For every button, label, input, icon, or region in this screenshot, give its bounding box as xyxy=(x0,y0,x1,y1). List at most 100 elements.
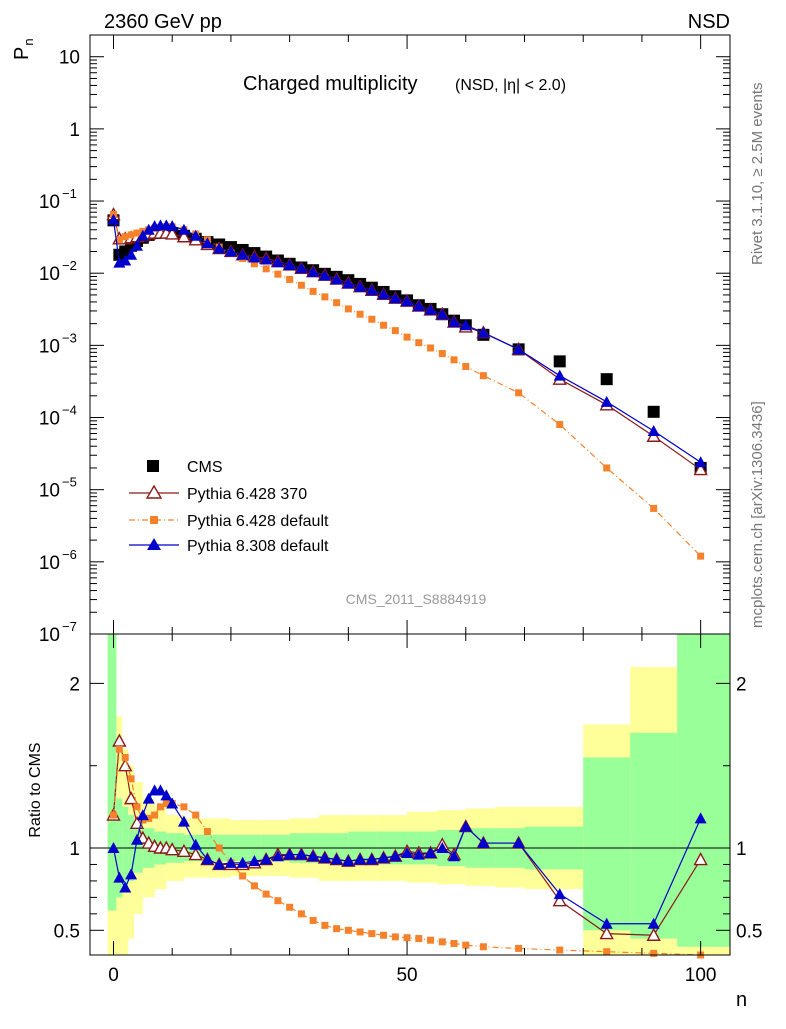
top-ytick-exp--6: −6 xyxy=(62,547,77,562)
top-point-p6_def-35 xyxy=(462,362,470,370)
top-point-p8-28 xyxy=(377,288,390,300)
legend-label-p8: Pythia 8.308 default xyxy=(187,538,329,555)
top-point-p8-30 xyxy=(401,295,414,307)
ratio-point-p6_def-17 xyxy=(250,882,258,890)
top-ytick-exp--2: −2 xyxy=(62,258,77,273)
ratio-point-p6_def-32 xyxy=(427,936,435,944)
ratio-point-p6_370-11 xyxy=(176,843,192,857)
ratio-point-p8-1 xyxy=(113,871,126,883)
watermark: CMS_2011_S8884919 xyxy=(346,591,487,607)
top-point-p6_def-19 xyxy=(274,270,282,278)
ratio-point-p8-15 xyxy=(224,856,237,868)
top-point-p8-32 xyxy=(424,303,437,315)
top-point-p8-27 xyxy=(365,284,378,296)
ratio-point-p8-9 xyxy=(160,789,173,801)
top-point-p6_def-21 xyxy=(297,281,305,289)
top-point-p8-12 xyxy=(189,229,202,241)
ratio-point-p6_def-14 xyxy=(215,844,223,852)
ratio-point-p8-11 xyxy=(177,815,190,827)
ratio-point-p6_def-11 xyxy=(180,803,188,811)
ratio-point-p6_370-12 xyxy=(188,847,203,861)
ratio-point-p8-28 xyxy=(377,851,390,863)
ratio-point-p8-33 xyxy=(436,842,449,853)
top-point-p6_def-40 xyxy=(650,504,658,512)
top-point-p8-29 xyxy=(389,292,402,304)
top-point-p6_def-41 xyxy=(697,552,705,560)
top-point-p8-24 xyxy=(330,273,343,285)
top-point-p8-36 xyxy=(477,326,490,338)
ratio-point-p8-24 xyxy=(330,853,343,865)
ratio-point-p6_def-8 xyxy=(156,803,164,811)
ratio-point-p6_def-29 xyxy=(391,933,399,941)
ratio-point-p6_def-36 xyxy=(479,943,487,951)
ratio-point-p6_def-39 xyxy=(603,948,611,956)
top-point-p6_370-41 xyxy=(693,462,708,476)
top-ytick-label--3: 10 xyxy=(39,336,60,357)
ratio-point-p8-25 xyxy=(342,855,355,867)
ratio-point-p6_def-37 xyxy=(515,944,523,952)
top-point-p6_def-25 xyxy=(344,305,352,313)
ratio-point-p6_370-3 xyxy=(123,791,139,805)
top-point-p8-0 xyxy=(107,213,120,225)
top-ytick-label-0: 1 xyxy=(69,120,80,141)
ratio-point-p6_def-23 xyxy=(321,921,329,929)
band-inner-0 xyxy=(107,634,117,911)
ratio-point-p8-29 xyxy=(389,850,402,862)
top-point-p6_def-4 xyxy=(133,229,141,237)
ratio-point-p8-2 xyxy=(119,881,132,893)
mcplots-label: mcplots.cern.ch [arXiv:1306.3436] xyxy=(749,401,766,628)
top-point-p6_def-20 xyxy=(286,275,294,283)
ratio-point-p6_def-13 xyxy=(203,828,211,836)
ratio-point-p6_def-12 xyxy=(192,811,200,819)
ratio-point-p6_def-28 xyxy=(380,931,388,939)
top-ytick-exp--5: −5 xyxy=(62,475,77,490)
top-point-p6_def-31 xyxy=(415,339,423,347)
top-point-p8-17 xyxy=(248,251,261,263)
top-panel-marks xyxy=(106,207,708,560)
top-line-p6_def xyxy=(112,214,702,557)
ratio-point-p8-35 xyxy=(459,820,472,832)
top-ytick-exp--7: −7 xyxy=(62,619,77,634)
top-point-p8-38 xyxy=(553,369,566,381)
ratio-point-p6_370-10 xyxy=(165,842,180,856)
ratio-point-p6_def-3 xyxy=(127,775,135,783)
xtick-label-0: 0 xyxy=(108,965,119,986)
top-point-p8-34 xyxy=(448,316,461,328)
header-left: 2360 GeV pp xyxy=(104,11,222,33)
ratio-point-p8-41 xyxy=(694,812,707,824)
ratio-point-p6_def-18 xyxy=(262,890,270,898)
ratio-point-p6_def-30 xyxy=(403,934,411,942)
bottom-frame xyxy=(89,633,731,956)
top-point-p6_370-11 xyxy=(176,229,192,243)
top-point-p6_370-10 xyxy=(165,226,180,240)
top-point-p6_def-29 xyxy=(391,327,399,335)
top-point-p8-5 xyxy=(136,229,149,241)
ratio-point-p8-5 xyxy=(136,809,149,821)
top-point-p8-41 xyxy=(694,456,707,468)
legend: CMS Pythia 6.428 370 Pythia 6.428 defaul… xyxy=(129,459,329,555)
bottom-ytick-label-right-0.5: 0.5 xyxy=(736,921,762,942)
ratio-point-p6_370-39 xyxy=(599,926,614,940)
top-point-p8-40 xyxy=(647,425,660,437)
top-point-p8-4 xyxy=(130,239,143,251)
top-point-p8-11 xyxy=(177,223,190,235)
ratio-point-p8-38 xyxy=(553,888,566,900)
top-point-p6_def-38 xyxy=(556,421,564,429)
ratio-point-p8-18 xyxy=(260,853,273,865)
chart-subtitle: (NSD, |η| < 2.0) xyxy=(455,77,566,94)
top-point-p8-6 xyxy=(142,223,155,235)
top-ytick-label--7: 10 xyxy=(39,625,60,646)
top-point-p8-26 xyxy=(354,280,367,292)
ratio-point-p6_def-34 xyxy=(450,939,458,947)
top-ytick-label--2: 10 xyxy=(39,264,60,285)
top-point-p6_def-37 xyxy=(515,389,523,397)
ratio-point-p6_370-41 xyxy=(693,852,708,866)
legend-label-p6-370: Pythia 6.428 370 xyxy=(187,486,307,503)
legend-marker-p6-default xyxy=(150,516,158,524)
top-point-p8-14 xyxy=(213,242,226,254)
ratio-point-p6_def-2 xyxy=(121,753,129,761)
top-point-p6_def-22 xyxy=(309,287,317,295)
top-ytick-label-1: 10 xyxy=(59,48,80,69)
top-point-p8-33 xyxy=(436,308,449,320)
